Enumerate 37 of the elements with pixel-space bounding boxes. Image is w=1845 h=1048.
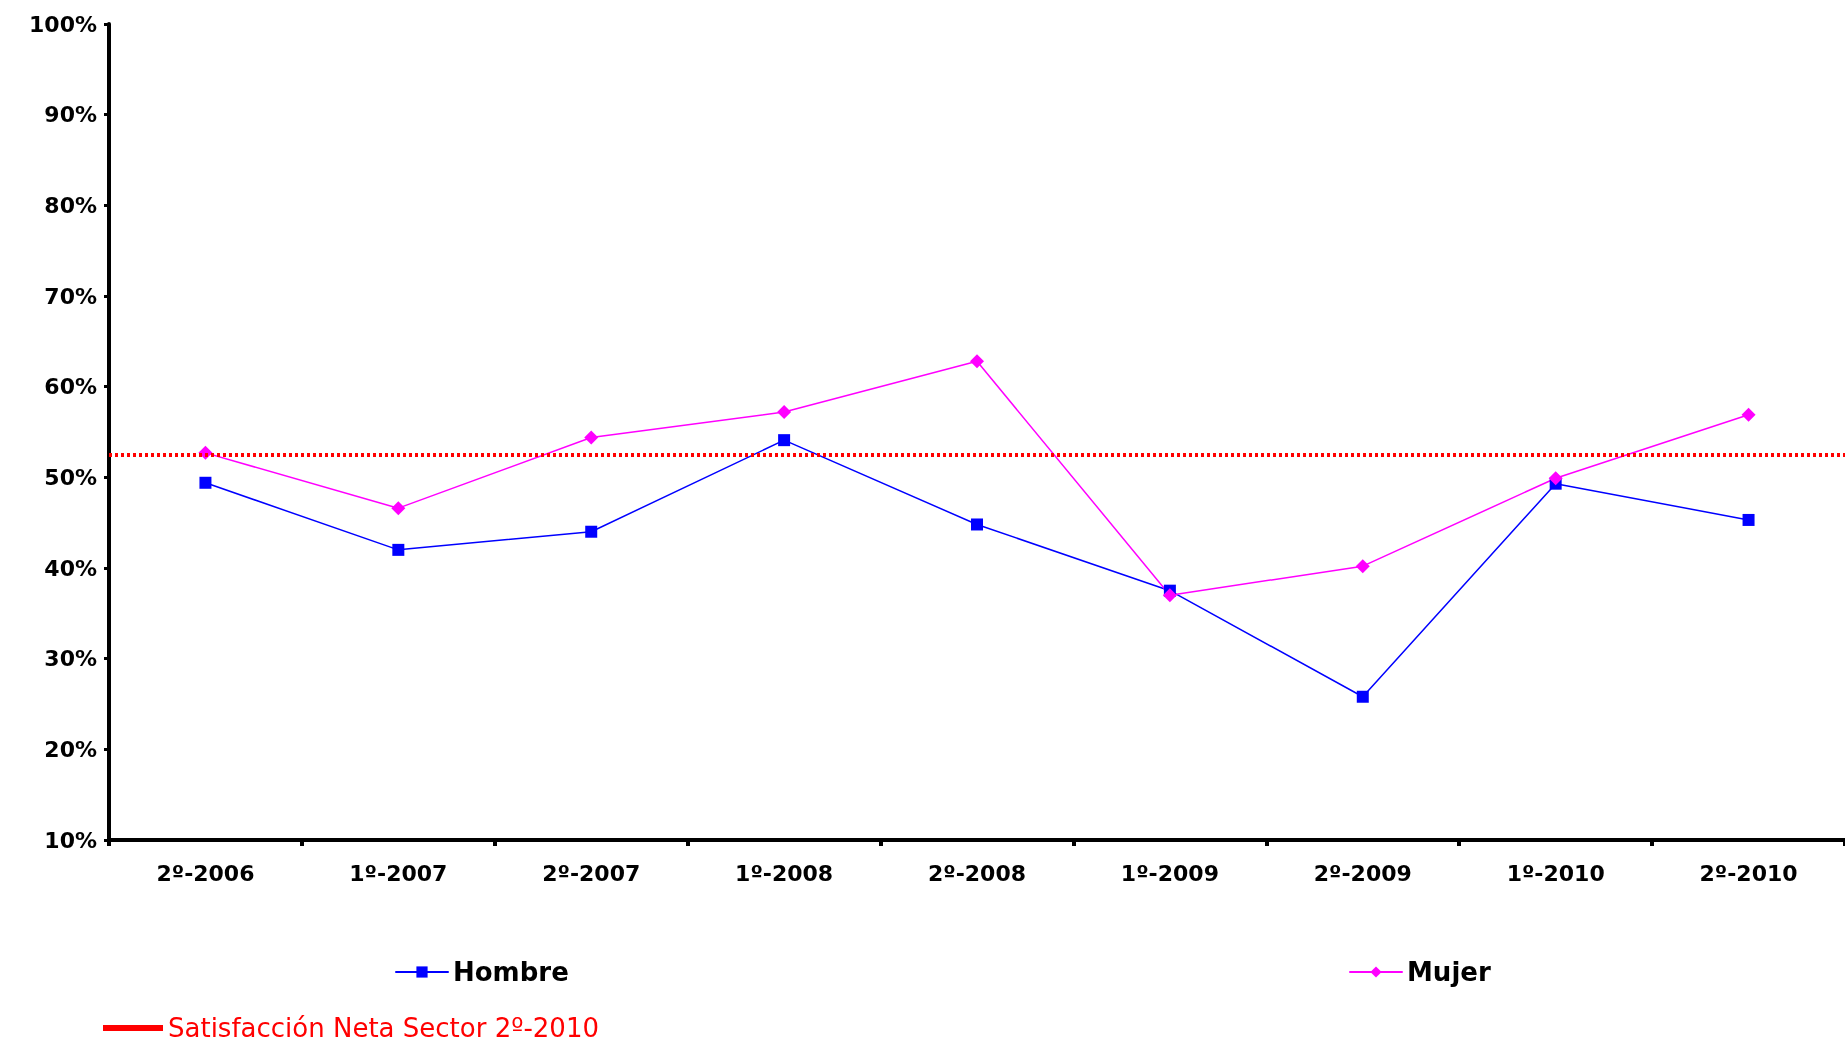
x-tick-label: 2º-2006 xyxy=(156,860,255,886)
point xyxy=(1356,690,1369,703)
x-tick-label: 1º-2008 xyxy=(735,860,834,886)
point xyxy=(199,476,212,489)
point xyxy=(778,434,791,447)
y-tick-label: 40% xyxy=(44,555,97,581)
x-tick-label: 2º-2008 xyxy=(927,860,1027,886)
point xyxy=(1162,588,1177,603)
x-tick-label: 1º-2007 xyxy=(349,860,448,886)
point xyxy=(1742,513,1755,526)
point xyxy=(1548,471,1563,486)
point xyxy=(970,354,984,369)
y-tick-label: 90% xyxy=(44,102,97,128)
y-tick-label: 100% xyxy=(29,11,97,37)
point xyxy=(1355,559,1370,574)
point xyxy=(777,405,792,420)
x-tick-label: 1º-2010 xyxy=(1506,860,1605,886)
legend-label: Mujer xyxy=(1407,957,1491,987)
legend-label: Hombre xyxy=(453,957,569,987)
x-tick-label: 2º-2010 xyxy=(1699,860,1798,886)
y-tick-label: 60% xyxy=(44,374,97,400)
y-tick-label: 50% xyxy=(44,464,97,490)
point xyxy=(971,518,983,531)
point xyxy=(1741,407,1756,422)
y-tick-label: 80% xyxy=(44,192,97,218)
point xyxy=(391,501,406,516)
point xyxy=(392,543,405,556)
legend-label: Satisfacción Neta Sector 2º-2010 xyxy=(168,1013,599,1043)
point xyxy=(585,525,598,538)
y-tick-label: 30% xyxy=(44,646,97,672)
x-tick-label: 1º-2009 xyxy=(1120,860,1219,886)
x-tick-label: 2º-2007 xyxy=(542,860,641,886)
y-tick-label: 20% xyxy=(44,736,97,762)
y-tick-label: 10% xyxy=(44,827,97,853)
point xyxy=(584,430,599,445)
x-tick-label: 2º-2009 xyxy=(1313,860,1412,886)
y-tick-label: 70% xyxy=(44,283,97,309)
